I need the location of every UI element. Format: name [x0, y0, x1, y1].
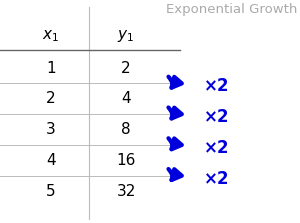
Text: 3: 3 [46, 122, 56, 137]
Text: 2: 2 [46, 91, 56, 106]
Text: 32: 32 [116, 184, 136, 199]
Text: 2: 2 [121, 60, 131, 76]
Text: $x_1$: $x_1$ [42, 28, 60, 43]
Text: ×2: ×2 [204, 108, 230, 126]
Text: ×2: ×2 [204, 169, 230, 188]
Text: Exponential Growth: Exponential Growth [166, 3, 297, 16]
Text: 4: 4 [121, 91, 131, 106]
Text: $y_1$: $y_1$ [117, 28, 135, 44]
Text: 5: 5 [46, 184, 56, 199]
Text: 16: 16 [116, 153, 136, 168]
Text: 1: 1 [46, 60, 56, 76]
Text: 8: 8 [121, 122, 131, 137]
Text: ×2: ×2 [204, 139, 230, 157]
Text: ×2: ×2 [204, 77, 230, 95]
Text: 4: 4 [46, 153, 56, 168]
